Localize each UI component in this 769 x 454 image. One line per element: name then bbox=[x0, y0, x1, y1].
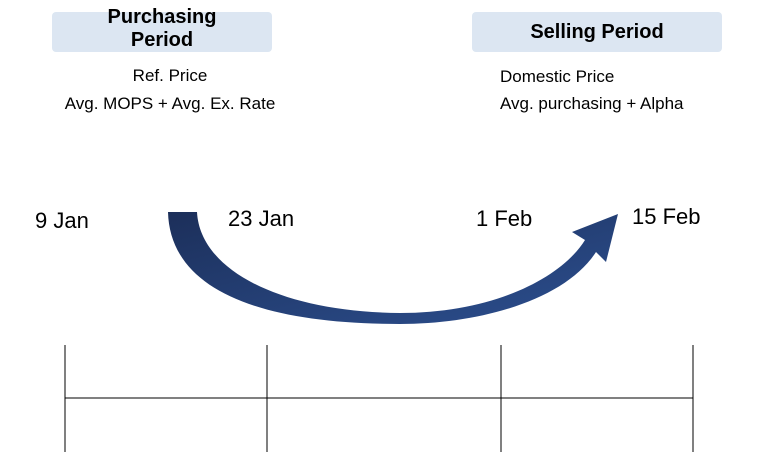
curved-arrow bbox=[168, 212, 618, 324]
period-line: Avg. purchasing + Alpha bbox=[500, 94, 684, 113]
period-title: Purchasing Period bbox=[107, 6, 217, 51]
timeline bbox=[64, 345, 694, 452]
period-line: Domestic Price bbox=[500, 67, 615, 86]
date-label: 9 Jan bbox=[35, 208, 89, 233]
date-label: 23 Jan bbox=[228, 206, 295, 231]
period-title: Selling Period bbox=[530, 21, 664, 43]
period-box bbox=[52, 12, 272, 52]
period-line: Avg. MOPS + Avg. Ex. Rate bbox=[64, 94, 276, 113]
date-label: 1 Feb bbox=[476, 206, 533, 231]
period-line: Ref. Price bbox=[132, 66, 208, 85]
period-box bbox=[472, 12, 722, 52]
date-label: 15 Feb bbox=[632, 204, 701, 229]
